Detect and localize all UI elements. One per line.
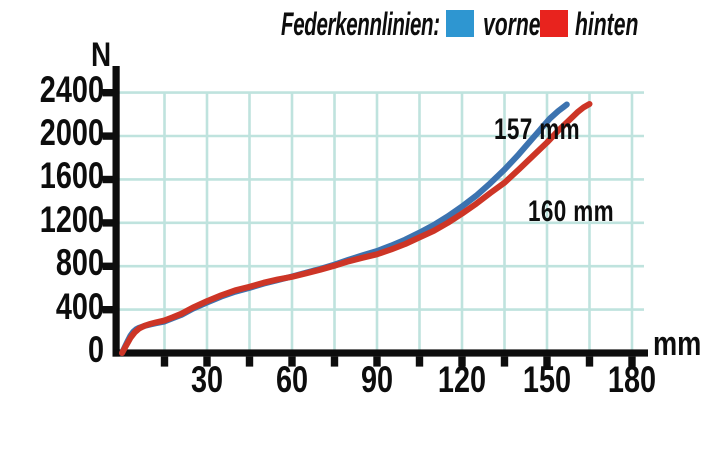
x-axis-line — [112, 349, 648, 357]
legend-label-hinten: hinten — [575, 6, 639, 42]
y-tick-label: 400 — [55, 285, 104, 327]
x-tick-mark — [415, 356, 424, 367]
y-tick-mark — [102, 219, 114, 227]
y-tick-label: 2400 — [39, 68, 105, 110]
legend-swatch-vorne-icon — [446, 10, 474, 37]
x-tick-mark — [288, 356, 296, 367]
x-tick-mark — [628, 356, 636, 367]
x-tick-label: 90 — [360, 359, 394, 400]
y-tick-label: 0 — [87, 329, 104, 370]
x-tick-label: 120 — [437, 359, 487, 400]
y-tick-label: 2000 — [39, 112, 105, 153]
x-tick-mark — [373, 356, 381, 367]
x-tick-mark — [543, 356, 551, 367]
y-tick-mark — [102, 89, 114, 97]
x-tick-mark — [330, 356, 339, 367]
y-tick-mark — [102, 132, 114, 140]
y-axis-line — [112, 66, 120, 357]
annotation-rear-travel: 160 mm — [528, 195, 615, 228]
y-tick-label: 1200 — [39, 198, 105, 240]
y-tick-label: 800 — [55, 242, 104, 284]
legend-label-vorne: vorne — [483, 6, 541, 42]
y-tick-label: 1600 — [39, 155, 105, 197]
series-curve-hinten — [119, 101, 593, 356]
x-tick-label: 30 — [190, 359, 224, 400]
x-tick-mark — [500, 356, 509, 367]
y-axis-unit-label: N — [91, 36, 112, 74]
x-tick-mark — [585, 356, 594, 367]
y-tick-mark — [102, 175, 114, 184]
x-tick-mark — [160, 356, 169, 367]
x-tick-label: 150 — [522, 359, 572, 400]
x-tick-mark — [245, 356, 254, 367]
x-tick-mark — [458, 356, 466, 367]
x-tick-label: 60 — [275, 359, 309, 400]
y-tick-mark — [102, 306, 114, 314]
legend-swatch-hinten-icon — [540, 10, 568, 37]
x-tick-mark — [203, 356, 211, 367]
y-tick-mark — [102, 262, 114, 270]
x-axis-unit-label: mm — [653, 325, 702, 363]
x-tick-label: 180 — [607, 359, 657, 400]
legend-title: Federkennlinien: — [281, 6, 440, 42]
annotation-front-travel: 157 mm — [494, 113, 581, 146]
